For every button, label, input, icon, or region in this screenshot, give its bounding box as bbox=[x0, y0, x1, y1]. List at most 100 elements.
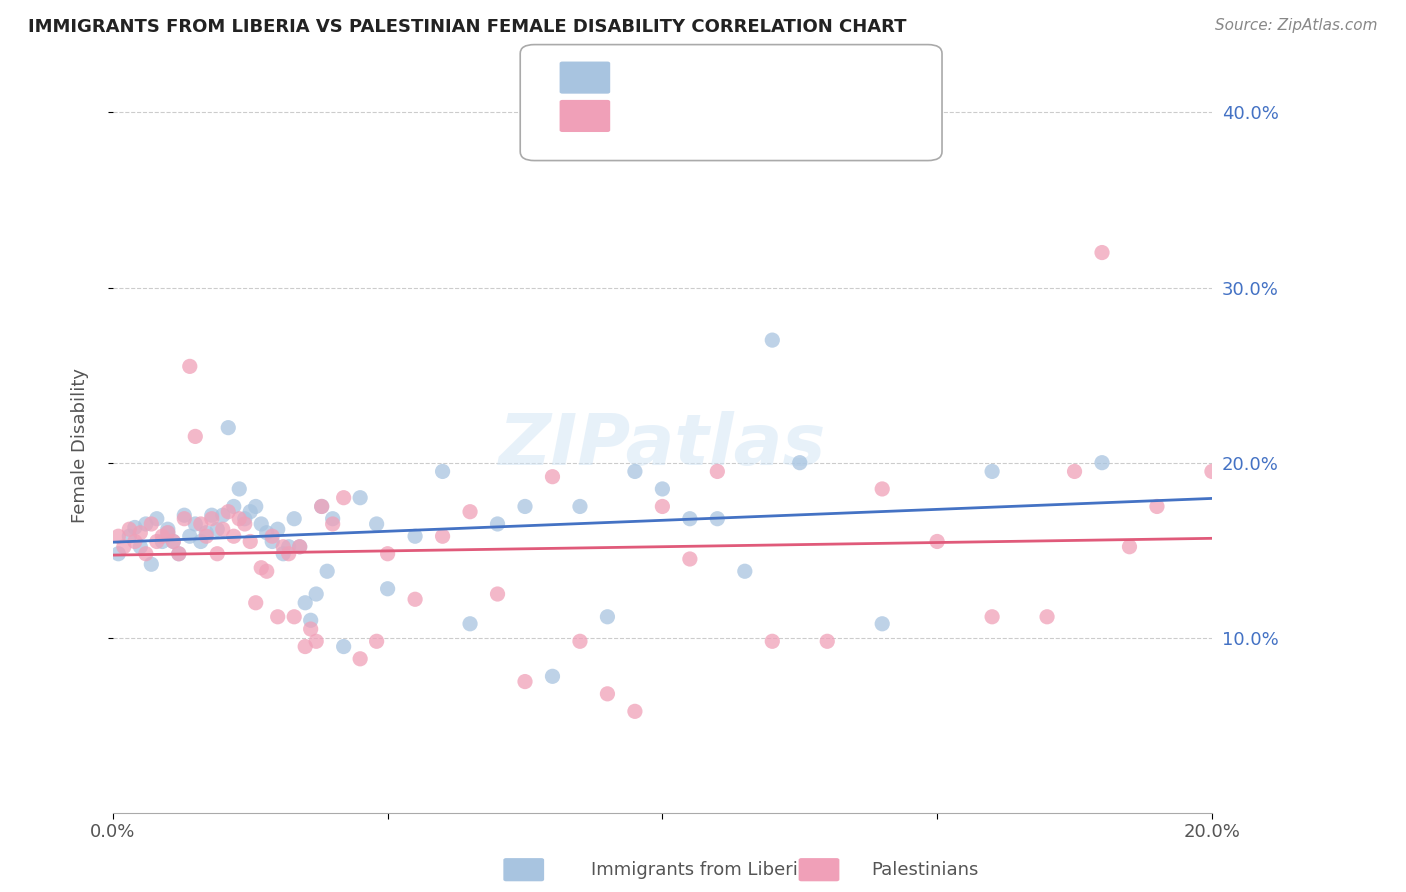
Point bbox=[981, 609, 1004, 624]
Point bbox=[679, 512, 702, 526]
Point bbox=[277, 540, 299, 554]
Point bbox=[267, 609, 290, 624]
Point bbox=[316, 564, 339, 578]
Point bbox=[458, 505, 481, 519]
Point bbox=[135, 516, 157, 531]
Point bbox=[870, 482, 893, 496]
Point bbox=[184, 516, 207, 531]
Point bbox=[1063, 465, 1085, 479]
Y-axis label: Female Disability: Female Disability bbox=[72, 368, 89, 523]
Point bbox=[173, 508, 195, 523]
Point bbox=[1091, 245, 1114, 260]
Text: R = 0.267: R = 0.267 bbox=[619, 107, 709, 125]
Point bbox=[322, 512, 344, 526]
Point bbox=[167, 547, 190, 561]
Point bbox=[706, 465, 728, 479]
Point bbox=[596, 687, 619, 701]
Point bbox=[156, 525, 179, 540]
Point bbox=[211, 508, 233, 523]
Point bbox=[541, 669, 564, 683]
Point bbox=[870, 616, 893, 631]
Point bbox=[1201, 465, 1223, 479]
Point bbox=[311, 500, 333, 514]
Point bbox=[761, 634, 783, 648]
Point bbox=[377, 547, 399, 561]
Point bbox=[135, 547, 157, 561]
Point bbox=[190, 516, 212, 531]
Point bbox=[404, 529, 426, 543]
Point bbox=[141, 558, 163, 572]
Point bbox=[1146, 500, 1168, 514]
Point bbox=[201, 508, 224, 523]
Point bbox=[162, 534, 184, 549]
Point bbox=[239, 534, 262, 549]
Point bbox=[228, 512, 250, 526]
Point bbox=[706, 512, 728, 526]
Point bbox=[332, 640, 354, 654]
Point bbox=[256, 564, 278, 578]
Point bbox=[1118, 540, 1140, 554]
Point bbox=[513, 500, 536, 514]
Point bbox=[283, 512, 305, 526]
Text: Source: ZipAtlas.com: Source: ZipAtlas.com bbox=[1215, 18, 1378, 33]
Point bbox=[311, 500, 333, 514]
Point bbox=[1036, 609, 1059, 624]
Point bbox=[322, 516, 344, 531]
Text: R = 0.329: R = 0.329 bbox=[619, 69, 709, 87]
Point bbox=[162, 534, 184, 549]
Point bbox=[245, 596, 267, 610]
Point bbox=[262, 529, 284, 543]
Point bbox=[624, 465, 647, 479]
Point bbox=[222, 529, 245, 543]
Point bbox=[927, 534, 949, 549]
Point bbox=[262, 534, 284, 549]
Point bbox=[277, 547, 299, 561]
Point bbox=[432, 465, 454, 479]
Point bbox=[250, 516, 273, 531]
Point bbox=[211, 522, 233, 536]
Point bbox=[734, 564, 756, 578]
Point bbox=[150, 529, 173, 543]
Point bbox=[195, 525, 218, 540]
Point bbox=[167, 547, 190, 561]
Point bbox=[568, 500, 591, 514]
Point bbox=[288, 540, 311, 554]
Point bbox=[815, 634, 838, 648]
Point bbox=[201, 512, 224, 526]
Point bbox=[349, 652, 371, 666]
Point bbox=[207, 522, 229, 536]
Point bbox=[305, 634, 328, 648]
Point bbox=[271, 540, 294, 554]
Point bbox=[190, 534, 212, 549]
Point bbox=[271, 547, 294, 561]
Point bbox=[432, 529, 454, 543]
Point bbox=[294, 596, 316, 610]
Point bbox=[179, 529, 201, 543]
Point bbox=[1091, 456, 1114, 470]
Point bbox=[124, 520, 146, 534]
Point bbox=[250, 560, 273, 574]
Text: Immigrants from Liberia: Immigrants from Liberia bbox=[591, 861, 808, 879]
Point bbox=[156, 522, 179, 536]
Point bbox=[541, 469, 564, 483]
Point bbox=[404, 592, 426, 607]
Point bbox=[146, 512, 169, 526]
Point bbox=[513, 674, 536, 689]
Point bbox=[195, 529, 218, 543]
Point bbox=[124, 534, 146, 549]
Point bbox=[150, 534, 173, 549]
Point bbox=[146, 534, 169, 549]
Point bbox=[981, 465, 1004, 479]
Point bbox=[233, 512, 256, 526]
Point bbox=[179, 359, 201, 374]
Point bbox=[112, 540, 135, 554]
Point bbox=[458, 616, 481, 631]
Point bbox=[377, 582, 399, 596]
Point bbox=[129, 540, 152, 554]
Text: N = 66: N = 66 bbox=[731, 107, 799, 125]
Point bbox=[256, 525, 278, 540]
Point bbox=[299, 613, 322, 627]
Point bbox=[156, 525, 179, 540]
Point bbox=[184, 429, 207, 443]
Point bbox=[761, 333, 783, 347]
